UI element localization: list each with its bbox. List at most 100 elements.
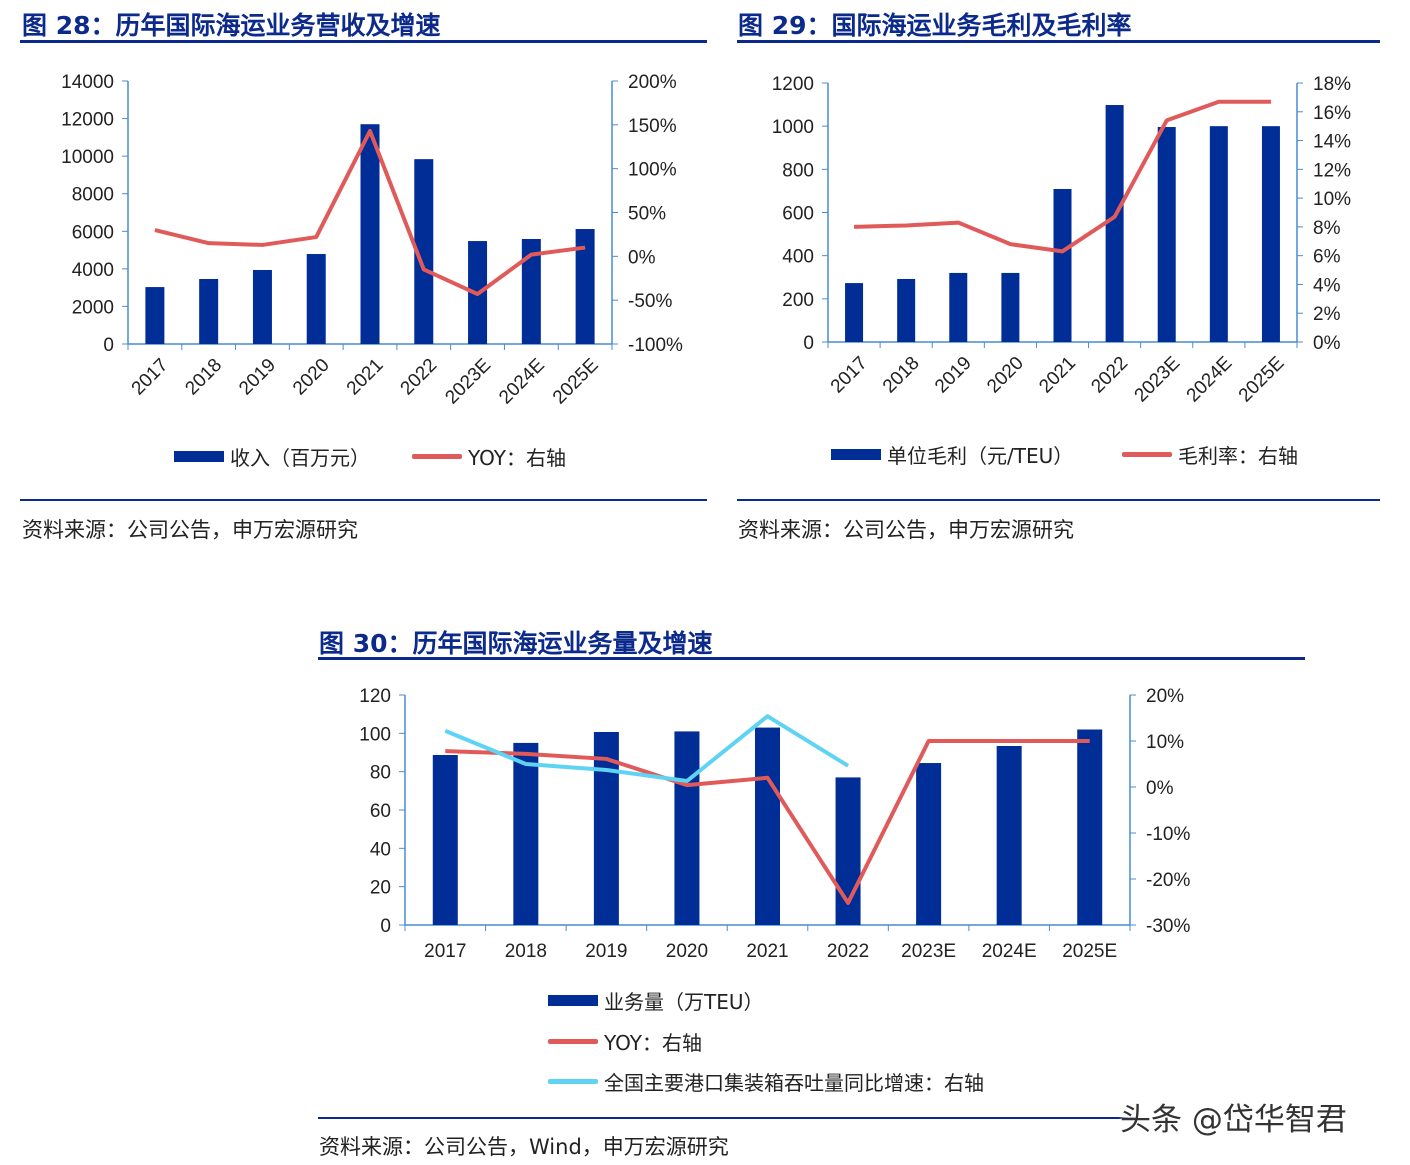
x-tick-label: 2020: [289, 355, 334, 400]
x-tick-label: 2024E: [1183, 353, 1237, 407]
right-tick-label: 0%: [1146, 778, 1174, 799]
left-tick-label: 80: [370, 763, 391, 784]
x-tick-label: 2019: [931, 353, 976, 398]
x-tick-label: 2017: [424, 941, 466, 962]
x-tick-label: 2023E: [441, 355, 495, 409]
right-tick-label: 20%: [1146, 686, 1184, 707]
bar: [575, 229, 595, 344]
bar: [593, 731, 619, 925]
bar: [1077, 729, 1103, 925]
legend-label: YOY：右轴: [604, 1031, 702, 1055]
left-tick-label: 1200: [772, 74, 814, 95]
left-tick-label: 14000: [61, 72, 114, 93]
bar: [1209, 126, 1228, 343]
right-tick-label: 50%: [628, 204, 666, 225]
right-tick-label: -10%: [1146, 824, 1190, 845]
chart-title: 图 28：历年国际海运业务营收及增速: [22, 11, 441, 40]
legend-item-line2: 全国主要港口集装箱吞吐量同比增速：右轴: [548, 1067, 984, 1096]
right-tick-label: 16%: [1313, 103, 1351, 124]
x-tick-label: 2018: [505, 941, 547, 962]
bar: [414, 159, 434, 344]
x-tick-label: 2023E: [901, 941, 956, 962]
bar: [1157, 127, 1176, 342]
left-tick-label: 1000: [772, 117, 814, 138]
right-tick-label: 0%: [1313, 333, 1341, 354]
right-tick-label: 6%: [1313, 247, 1341, 268]
right-tick-label: 14%: [1313, 132, 1351, 153]
legend-swatch-line: [548, 1079, 598, 1084]
right-tick-label: 8%: [1313, 218, 1341, 239]
footer-rule: [20, 499, 707, 501]
legend-label: 收入（百万元）: [230, 446, 370, 470]
x-tick-label: 2022: [1087, 353, 1132, 398]
left-tick-label: 0: [380, 916, 391, 937]
right-tick-label: 2%: [1313, 304, 1341, 325]
bar: [949, 272, 968, 342]
source-note: 资料来源：公司公告，申万宏源研究: [22, 518, 358, 542]
left-tick-label: 400: [782, 247, 814, 268]
x-tick-label: 2019: [235, 355, 280, 400]
left-tick-label: 12000: [61, 110, 114, 131]
legend-swatch-line: [412, 454, 462, 459]
left-tick-label: 10000: [61, 147, 114, 168]
left-tick-label: 600: [782, 204, 814, 225]
bar: [1053, 188, 1072, 342]
left-tick-label: 800: [782, 160, 814, 181]
left-tick-label: 200: [782, 290, 814, 311]
bar: [1105, 105, 1124, 342]
x-tick-label: 2019: [585, 941, 627, 962]
x-tick-label: 2022: [397, 355, 442, 400]
legend-item-bar: 收入（百万元）: [174, 442, 370, 471]
legend-item-line: 毛利率：右轴: [1122, 440, 1298, 469]
x-tick-label: 2024E: [495, 355, 549, 409]
x-tick-label: 2020: [983, 353, 1028, 398]
x-tick-label: 2025E: [1235, 353, 1289, 407]
x-tick-label: 2017: [128, 355, 173, 400]
right-tick-label: 18%: [1313, 74, 1351, 95]
right-tick-label: -30%: [1146, 916, 1190, 937]
title-rule: [318, 657, 1305, 660]
bar: [755, 727, 780, 925]
left-tick-label: 20: [370, 878, 391, 899]
legend-swatch-bar: [548, 995, 598, 1006]
legend-item-line: YOY：右轴: [412, 442, 566, 471]
legend-swatch-bar: [174, 451, 224, 462]
right-tick-label: 10%: [1313, 189, 1351, 210]
x-tick-label: 2025E: [549, 355, 603, 409]
footer-rule: [737, 499, 1380, 501]
legend-item-line: YOY：右轴: [548, 1027, 702, 1056]
x-tick-label: 2017: [827, 353, 872, 398]
watermark: 头条 @岱华智君: [1120, 1102, 1347, 1138]
right-tick-label: 10%: [1146, 732, 1184, 753]
chart-title: 图 30：历年国际海运业务量及增速: [319, 629, 713, 658]
x-tick-label: 2020: [666, 941, 708, 962]
x-tick-label: 2024E: [982, 941, 1037, 962]
bar: [360, 124, 380, 344]
legend-label: YOY：右轴: [468, 446, 566, 470]
yoy-line: [154, 128, 586, 297]
bar: [521, 238, 541, 344]
left-tick-label: 120: [359, 686, 391, 707]
bar: [145, 287, 165, 344]
left-tick-label: 60: [370, 801, 391, 822]
bar: [1001, 272, 1020, 342]
source-note: 资料来源：公司公告，Wind，申万宏源研究: [319, 1135, 729, 1159]
legend-item-bar: 业务量（万TEU）: [548, 986, 764, 1015]
x-tick-label: 2023E: [1131, 353, 1185, 407]
footer-rule: [318, 1117, 1138, 1119]
right-tick-label: 100%: [628, 160, 677, 181]
port-throughput-line: [444, 714, 850, 784]
legend-item-bar: 单位毛利（元/TEU）: [831, 440, 1073, 469]
right-tick-label: 0%: [628, 247, 656, 268]
bar: [845, 283, 864, 342]
yoy-line: [854, 99, 1271, 254]
right-tick-label: -50%: [628, 291, 672, 312]
right-tick-label: -20%: [1146, 870, 1190, 891]
x-tick-label: 2025E: [1062, 941, 1117, 962]
left-tick-label: 2000: [72, 297, 114, 318]
legend-label: 业务量（万TEU）: [604, 990, 764, 1014]
x-tick-label: 2018: [879, 353, 924, 398]
right-tick-label: -100%: [628, 335, 683, 356]
left-tick-label: 0: [103, 335, 114, 356]
